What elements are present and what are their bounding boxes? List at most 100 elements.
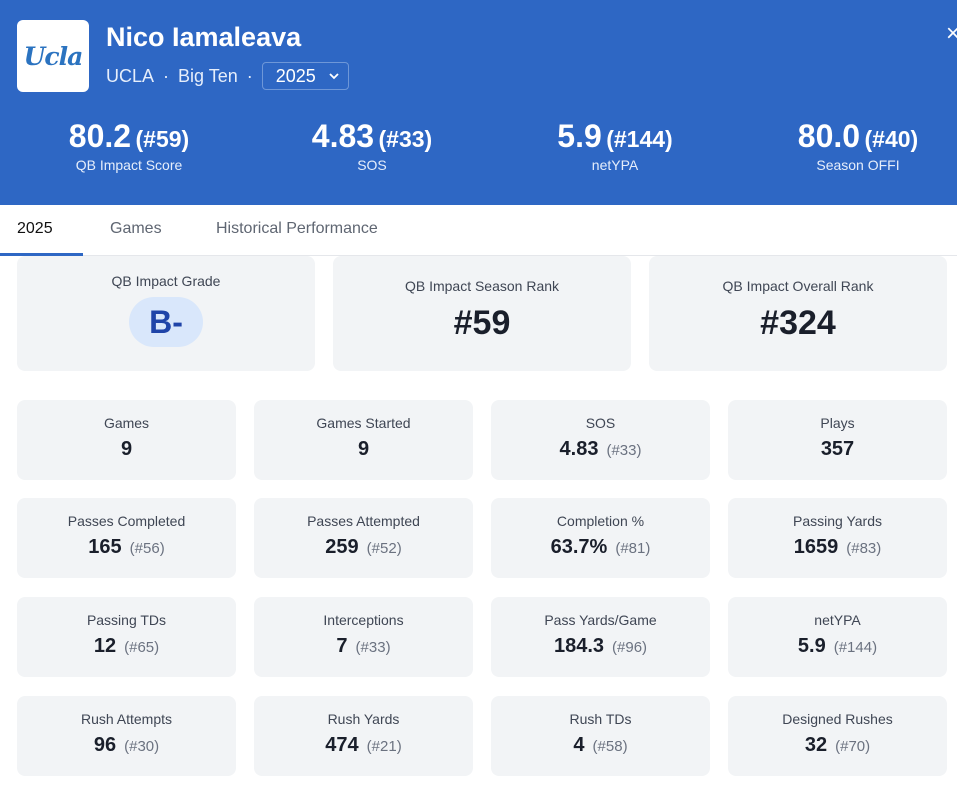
stat-value: 7 [336,635,348,657]
stat-label: Passing TDs [86,612,167,628]
qb-impact-overall-rank-card: QB Impact Overall Rank #324 [649,256,947,371]
stat-rank: (#33) [606,442,642,459]
stat-value: 80.2 [68,118,132,154]
stat-value: 4 [573,734,585,756]
season-select[interactable]: 2025 [261,62,349,90]
stat-value: 63.7% [550,536,608,558]
stat-card: Rush Yards 474 (#21) [254,696,473,776]
stat-value: 259 [325,536,359,558]
tab-2025[interactable]: 2025 [17,220,53,237]
stat-rank: (#83) [846,540,882,557]
stat-card: Passes Completed 165 (#56) [17,498,236,578]
stat-card: Plays 357 [728,400,947,480]
summary-stat: 4.83 (#33) SOS [252,118,492,173]
stat-rank: (#96) [612,639,648,656]
stat-label: QB Impact Score [75,157,183,173]
team-name: UCLA [106,65,155,86]
stat-rank: (#70) [835,738,871,755]
stat-label: Passes Completed [67,513,186,529]
stat-value: 80.0 [797,118,861,154]
stat-card: Rush TDs 4 (#58) [491,696,710,776]
stat-label: Plays [820,415,855,431]
logo-text: Ucla [23,41,84,71]
stat-card: Interceptions 7 (#33) [254,597,473,677]
stat-label: SOS [585,415,616,431]
stat-label: netYPA [591,157,639,173]
stat-rank: (#40) [864,126,919,152]
qb-impact-season-rank-card: QB Impact Season Rank #59 [333,256,631,371]
stat-card: Passes Attempted 259 (#52) [254,498,473,578]
stat-label: Rush Attempts [80,711,173,727]
stat-value: 5.9 [797,635,826,657]
stat-label: Interceptions [323,612,404,628]
stat-card: Completion % 63.7% (#81) [491,498,710,578]
stat-card: Games 9 [17,400,236,480]
summary-stat: 80.2 (#59) QB Impact Score [9,118,249,173]
stat-rank: (#33) [378,126,433,152]
summary-stat: 5.9 (#144) netYPA [495,118,735,173]
stat-value: 1659 [793,536,839,558]
stat-label: netYPA [814,612,861,628]
card-value: #59 [453,304,511,342]
active-tab-indicator [0,253,83,256]
stat-card: Passing TDs 12 (#65) [17,597,236,677]
stat-card: Passing Yards 1659 (#83) [728,498,947,578]
stat-rank: (#144) [606,126,673,152]
stat-label: Rush Yards [327,711,400,727]
stat-value: 12 [93,635,117,657]
grade-badge: B- [129,297,203,347]
separator: · [246,65,253,86]
stat-value: 474 [325,734,359,756]
stat-rank: (#59) [135,126,190,152]
stat-value: 165 [88,536,122,558]
stat-value: 96 [93,734,117,756]
summary-stat: 80.0 (#40) Season OFFI [738,118,957,173]
stat-card: Pass Yards/Game 184.3 (#96) [491,597,710,677]
stat-value: 9 [120,438,133,460]
player-name: Nico Iamaleava [106,22,302,52]
stat-rank: (#144) [833,639,878,656]
team-logo: Ucla [17,20,89,92]
stat-value: 4.83 [559,438,599,460]
tab-historical-performance[interactable]: Historical Performance [216,220,378,237]
stat-rank: (#33) [355,639,391,656]
stat-rank: (#65) [124,639,160,656]
stat-rank: (#58) [592,738,628,755]
stat-rank: (#52) [366,540,402,557]
stat-value: 32 [804,734,828,756]
card-label: QB Impact Overall Rank [722,278,874,294]
conference-name: Big Ten [178,65,238,86]
card-label: QB Impact Grade [111,273,221,289]
stat-value: 357 [820,438,855,460]
tab-games[interactable]: Games [110,220,162,237]
card-label: QB Impact Season Rank [404,278,560,294]
stat-label: Rush TDs [569,711,632,727]
close-icon[interactable]: × [946,20,957,47]
stat-label: Pass Yards/Game [544,612,657,628]
stat-label: Passing Yards [793,513,882,529]
player-subtitle: UCLA · Big Ten · 2025 [106,62,349,90]
stat-card: SOS 4.83 (#33) [491,400,710,480]
stat-card: Designed Rushes 32 (#70) [728,696,947,776]
chevron-down-icon [329,73,339,80]
stat-rank: (#56) [129,540,165,557]
stat-label: Season OFFI [816,157,900,173]
stat-card: Rush Attempts 96 (#30) [17,696,236,776]
stat-value: 184.3 [553,635,605,657]
stat-label: SOS [357,157,387,173]
card-value: #324 [760,304,836,342]
stat-label: Passes Attempted [307,513,420,529]
tab-bar: 2025 Games Historical Performance [0,205,957,256]
separator: · [163,65,170,86]
stat-value: 4.83 [311,118,375,154]
stat-label: Games [103,415,150,431]
stat-rank: (#21) [366,738,402,755]
stat-value: 9 [357,438,370,460]
stat-label: Completion % [556,513,645,529]
stat-label: Designed Rushes [782,711,893,727]
stat-rank: (#30) [124,738,160,755]
stat-label: Games Started [316,415,411,431]
qb-impact-grade-card: QB Impact Grade B- [17,256,315,371]
stat-card: Games Started 9 [254,400,473,480]
stat-rank: (#81) [615,540,651,557]
